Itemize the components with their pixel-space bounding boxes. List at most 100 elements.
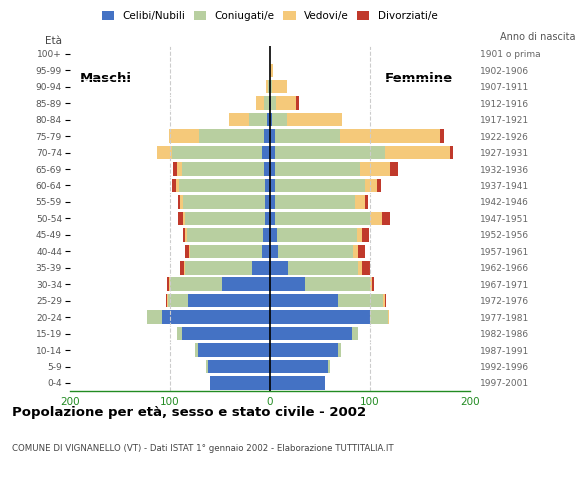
Bar — [369, 311, 388, 324]
Bar — [264, 96, 269, 110]
Bar — [264, 162, 270, 176]
Bar — [262, 146, 270, 159]
Bar — [338, 294, 383, 307]
Bar — [222, 277, 270, 291]
Bar — [270, 343, 338, 357]
Bar — [304, 277, 369, 291]
Bar — [206, 360, 208, 373]
Bar — [275, 162, 360, 176]
Bar — [184, 245, 188, 258]
Bar — [198, 343, 270, 357]
Bar — [262, 245, 270, 258]
Bar — [268, 80, 270, 94]
Bar — [173, 162, 177, 176]
Bar — [365, 195, 368, 209]
Bar — [184, 228, 187, 241]
Bar — [360, 162, 390, 176]
Bar — [256, 96, 264, 110]
Bar — [275, 146, 385, 159]
Bar — [270, 146, 275, 159]
Bar — [275, 195, 355, 209]
Bar — [184, 212, 264, 225]
Bar — [357, 228, 362, 241]
Bar — [252, 261, 270, 275]
Bar — [264, 212, 270, 225]
Bar — [177, 162, 182, 176]
Bar — [184, 261, 252, 275]
Bar — [288, 261, 358, 275]
Bar — [270, 294, 338, 307]
Bar — [169, 277, 222, 291]
Bar — [166, 294, 168, 307]
Bar — [340, 130, 440, 143]
Bar — [388, 311, 389, 324]
Bar — [358, 261, 362, 275]
Bar — [266, 80, 268, 94]
Bar — [276, 96, 296, 110]
Bar — [369, 212, 382, 225]
Bar — [209, 376, 270, 390]
Bar — [440, 130, 444, 143]
Bar — [270, 277, 304, 291]
Bar — [177, 212, 183, 225]
Bar — [275, 179, 365, 192]
Text: Anno di nascita: Anno di nascita — [501, 32, 576, 42]
Bar — [180, 195, 183, 209]
Bar — [372, 277, 374, 291]
Bar — [328, 360, 329, 373]
Bar — [353, 245, 358, 258]
Bar — [270, 96, 271, 110]
Bar — [338, 343, 340, 357]
Bar — [190, 245, 262, 258]
Text: Femmine: Femmine — [385, 72, 453, 85]
Bar — [183, 228, 184, 241]
Bar — [355, 195, 365, 209]
Bar — [382, 212, 390, 225]
Bar — [172, 146, 262, 159]
Bar — [264, 195, 270, 209]
Bar — [270, 228, 277, 241]
Text: Maschi: Maschi — [79, 72, 132, 85]
Bar — [166, 277, 169, 291]
Legend: Celibi/Nubili, Coniugati/e, Vedovi/e, Divorziati/e: Celibi/Nubili, Coniugati/e, Vedovi/e, Di… — [102, 11, 437, 21]
Bar — [270, 212, 275, 225]
Bar — [263, 228, 270, 241]
Text: Popolazione per età, sesso e stato civile - 2002: Popolazione per età, sesso e stato civil… — [12, 406, 366, 419]
Bar — [177, 327, 182, 340]
Bar — [270, 261, 288, 275]
Bar — [296, 96, 299, 110]
Bar — [383, 294, 385, 307]
Bar — [264, 179, 270, 192]
Bar — [369, 277, 372, 291]
Text: COMUNE DI VIGNANELLO (VT) - Dati ISTAT 1° gennaio 2002 - Elaborazione TUTTITALIA: COMUNE DI VIGNANELLO (VT) - Dati ISTAT 1… — [12, 444, 393, 453]
Bar — [199, 130, 264, 143]
Bar — [270, 162, 275, 176]
Bar — [270, 360, 328, 373]
Bar — [177, 195, 180, 209]
Bar — [362, 228, 369, 241]
Bar — [188, 294, 270, 307]
Bar — [147, 311, 162, 324]
Bar — [275, 130, 340, 143]
Bar — [270, 195, 275, 209]
Bar — [270, 113, 271, 126]
Bar — [275, 212, 369, 225]
Bar — [278, 245, 353, 258]
Bar — [362, 261, 369, 275]
Bar — [176, 179, 179, 192]
Bar — [287, 113, 342, 126]
Bar — [351, 327, 358, 340]
Bar — [270, 327, 351, 340]
Bar — [182, 327, 270, 340]
Bar — [267, 113, 270, 126]
Bar — [187, 228, 263, 241]
Bar — [271, 80, 287, 94]
Bar — [390, 162, 398, 176]
Bar — [385, 146, 450, 159]
Bar — [180, 261, 184, 275]
Bar — [385, 294, 386, 307]
Bar — [450, 146, 453, 159]
Bar — [208, 360, 270, 373]
Bar — [183, 195, 264, 209]
Bar — [183, 212, 184, 225]
